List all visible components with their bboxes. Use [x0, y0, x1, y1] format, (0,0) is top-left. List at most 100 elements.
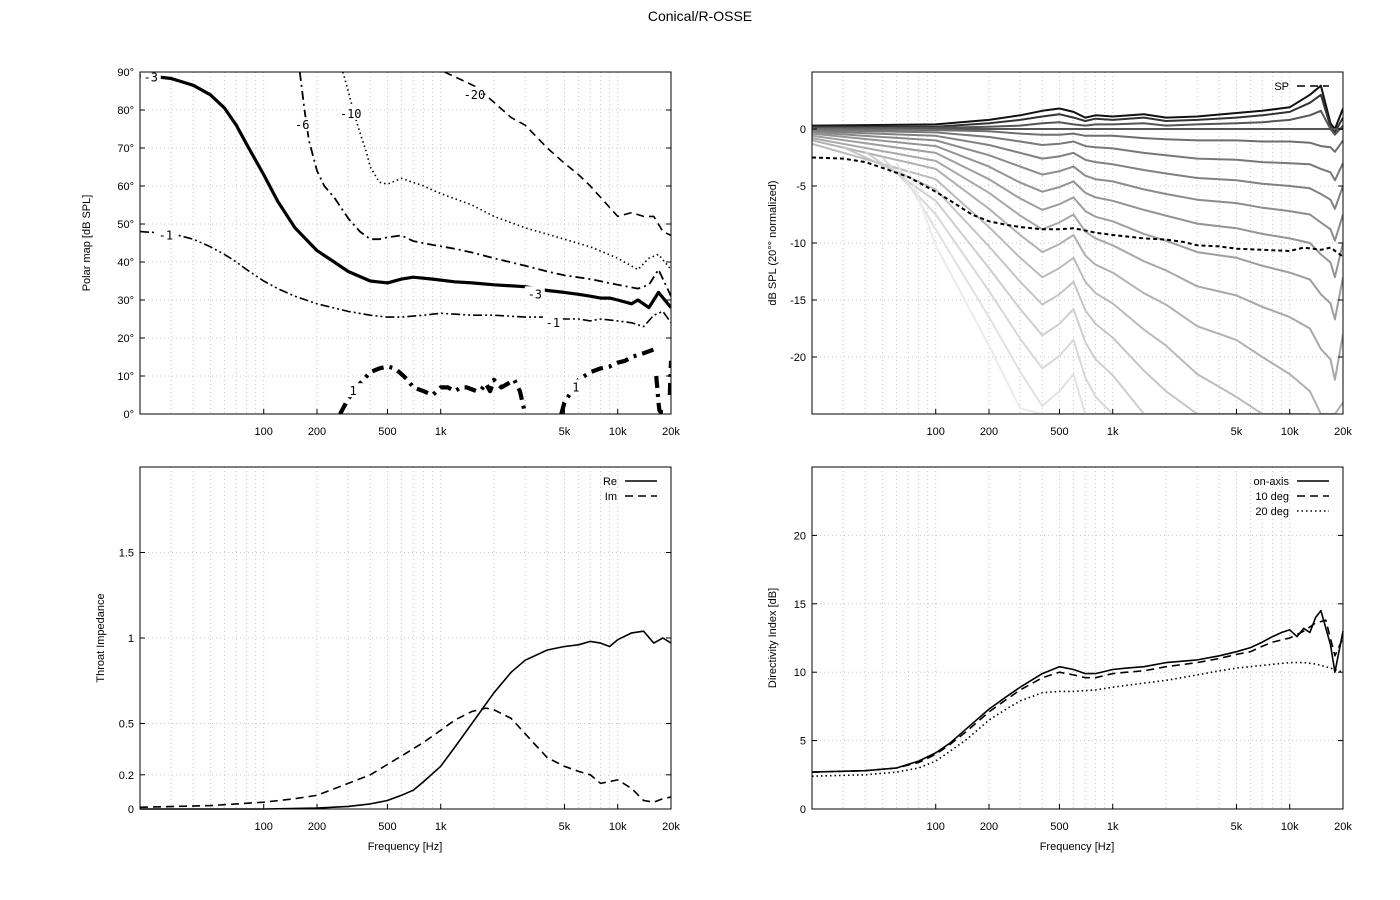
- di-ytick-label: 10: [794, 667, 806, 679]
- di-xtick-label: 10k: [1281, 821, 1299, 833]
- polar-grid: [140, 72, 671, 414]
- polar-ylabel: Polar map [dB SPL]: [81, 195, 93, 292]
- spl-xtick-label: 500: [1050, 426, 1068, 438]
- contour-label-bg: [340, 105, 361, 120]
- spl-ytick-label: -15: [790, 295, 806, 307]
- spl-angle-curve: [895, 162, 1144, 414]
- spl-ytick-label: -5: [796, 181, 806, 193]
- spl-legend: SP: [1274, 81, 1329, 93]
- spl-angle-curve: [864, 150, 1220, 414]
- spl-angle-curve: [812, 129, 1343, 182]
- contour-label-bg: [542, 314, 563, 329]
- polar-ytick-label: 80°: [117, 105, 134, 117]
- contour-label: -3: [528, 287, 542, 301]
- impedance-legend-label: Re: [603, 476, 617, 488]
- di-legend-label: 20 deg: [1255, 506, 1289, 518]
- contour-label-bg: [292, 117, 313, 132]
- spl-ticks: 0 -5 -10 -15 -20 100 200 500 1k 5k 10k 20k: [790, 124, 1352, 438]
- contour-label-bg: [140, 72, 161, 84]
- impedance-xtick-label: 500: [378, 821, 396, 833]
- di-xlabel: Frequency [Hz]: [1040, 841, 1115, 853]
- impedance-ticks: 0 0.2 0.5 1 1.5 100 200 500 1k 5k 10k 20k: [119, 548, 681, 834]
- di-ytick-label: 5: [800, 736, 806, 748]
- contour-label: -1: [546, 316, 560, 330]
- contour-label: -1: [159, 228, 173, 242]
- impedance-xtick-label: 10k: [609, 821, 627, 833]
- contour-label: -20: [464, 88, 486, 102]
- di-series-line: [811, 619, 1344, 773]
- contour-label: -10: [340, 107, 362, 121]
- di-curves: [811, 609, 1344, 777]
- contour-label-bg: [155, 227, 176, 242]
- impedance-plot-frame: [139, 466, 672, 810]
- polar-xtick-label: 10k: [609, 426, 627, 438]
- impedance-ytick-label: 0.5: [119, 719, 134, 731]
- contour-label: -3: [144, 71, 158, 85]
- spl-angle-curve: [907, 169, 1096, 414]
- di-ticks: 0 5 10 15 20 100 200 500 1k 5k 10k 20k: [794, 530, 1353, 833]
- impedance-ytick-label: 0.2: [119, 770, 134, 782]
- polar-ytick-label: 70°: [117, 143, 134, 155]
- contour-label-bg: [464, 86, 485, 101]
- spl-angle-curve: [812, 139, 1343, 414]
- di-ytick-label: 15: [794, 599, 806, 611]
- spl-xtick-label: 20k: [1334, 426, 1352, 438]
- di-xtick-label: 1k: [1107, 821, 1119, 833]
- di-plot-frame: [811, 466, 1344, 810]
- impedance-curves: [139, 630, 672, 810]
- polar-ytick-label: 20°: [117, 333, 134, 345]
- polar-ticks: 0° 10° 20° 30° 40° 50° 60° 70° 80° 90° 100 200 500 1k…: [117, 67, 680, 438]
- polar-plot-frame: [139, 71, 672, 415]
- polar-contours: -3 -6 -10 -20 -1 -3 -1 1 1: [140, 71, 671, 414]
- contour-label-bg: [565, 379, 586, 394]
- contour-label: -6: [295, 118, 309, 132]
- impedance-ytick-label: 0: [128, 804, 134, 816]
- spl-ytick-label: -20: [790, 352, 806, 364]
- spl-xtick-label: 1k: [1107, 426, 1119, 438]
- spl-angle-curve: [812, 131, 1343, 242]
- di-xtick-label: 200: [980, 821, 998, 833]
- directivity-index-panel: 0 5 10 15 20 100 200 500 1k 5k 10k 20k on-axis 10 de…: [767, 466, 1353, 853]
- spl-xtick-label: 10k: [1281, 426, 1299, 438]
- contour-label: 1: [350, 384, 357, 398]
- sp-curve: [812, 156, 1343, 258]
- impedance-im-line: [139, 707, 672, 809]
- polar-xtick-label: 200: [308, 426, 326, 438]
- spl-xtick-label: 200: [980, 426, 998, 438]
- impedance-grid: [140, 467, 671, 809]
- spl-angle-curve: [812, 93, 1343, 134]
- figure-title: Conical/R-OSSE: [648, 8, 752, 24]
- polar-ytick-label: 10°: [117, 371, 134, 383]
- contour-label: 1: [572, 380, 579, 394]
- impedance-xtick-label: 5k: [559, 821, 571, 833]
- impedance-xtick-label: 20k: [662, 821, 680, 833]
- impedance-ylabel: Throat Impedance: [95, 593, 107, 682]
- di-grid: [812, 467, 1343, 809]
- contour-label-bg: [343, 383, 364, 398]
- polar-xtick-label: 20k: [662, 426, 680, 438]
- spl-curves: [812, 84, 1343, 414]
- spl-angle-curve: [842, 146, 1263, 414]
- polar-xtick-label: 100: [255, 426, 273, 438]
- di-ylabel: Directivity Index [dB]: [767, 588, 779, 688]
- polar-ytick-label: 40°: [117, 257, 134, 269]
- impedance-ytick-label: 1.5: [119, 548, 134, 560]
- impedance-xtick-label: 1k: [435, 821, 447, 833]
- di-legend-label: 10 deg: [1255, 491, 1289, 503]
- contour-line: [298, 72, 671, 297]
- spl-xtick-label: 100: [927, 426, 945, 438]
- di-xtick-label: 100: [927, 821, 945, 833]
- contour-line: [338, 364, 528, 414]
- polar-ytick-label: 60°: [117, 181, 134, 193]
- spl-normalized-panel: 0 -5 -10 -15 -20 100 200 500 1k 5k 10k 20k SP dB SP…: [767, 71, 1352, 438]
- di-legend-label: on-axis: [1254, 476, 1290, 488]
- spl-legend-label: SP: [1274, 81, 1289, 93]
- polar-ytick-label: 90°: [117, 67, 134, 79]
- di-legend: on-axis 10 deg 20 deg: [1254, 476, 1329, 518]
- spl-angle-curve: [812, 130, 1343, 210]
- spl-xtick-label: 5k: [1231, 426, 1243, 438]
- di-xtick-label: 5k: [1231, 821, 1243, 833]
- spl-curve-group: [812, 84, 1343, 414]
- spl-angle-curve: [812, 134, 1343, 321]
